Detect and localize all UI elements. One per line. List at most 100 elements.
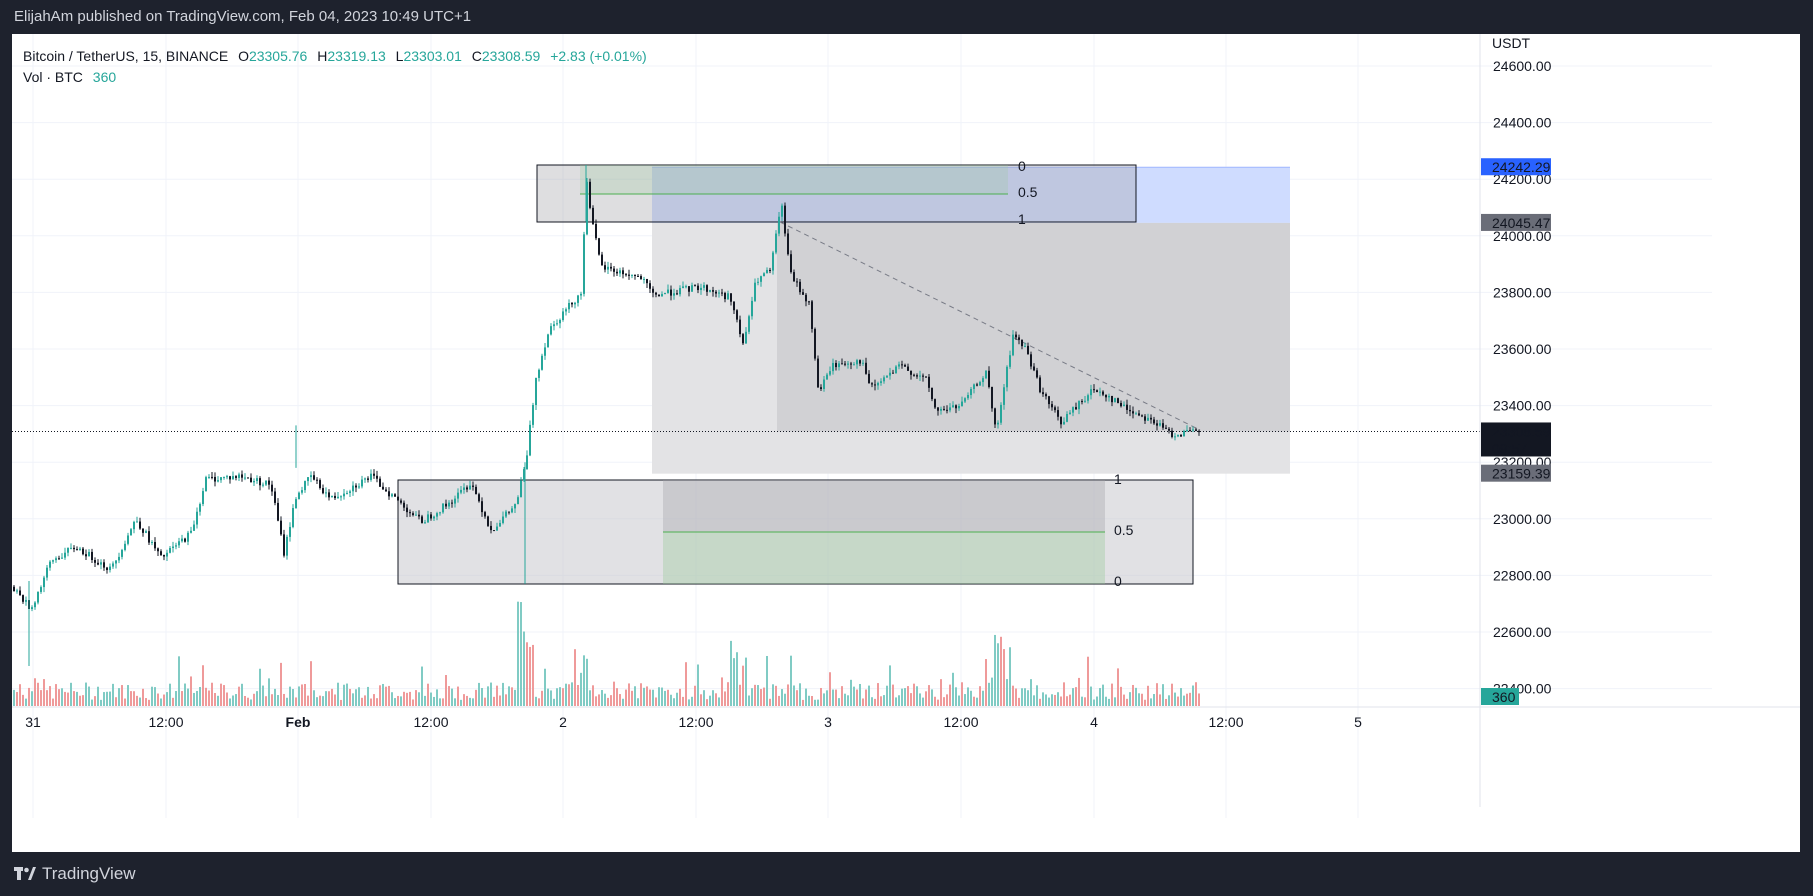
tradingview-logo[interactable]: TradingView — [14, 864, 136, 884]
candle-body — [1042, 392, 1044, 395]
candle-body — [760, 276, 762, 282]
volume-label[interactable]: Vol · BTC — [23, 69, 83, 85]
volume-bar — [388, 685, 390, 706]
volume-bar — [685, 662, 687, 706]
candle-body — [244, 477, 246, 479]
candle-body — [22, 595, 24, 602]
volume-bar — [496, 685, 498, 706]
volume-bar — [115, 697, 117, 706]
volume-bar — [283, 693, 285, 706]
volume-bar — [148, 699, 150, 706]
volume-bar — [658, 687, 660, 706]
candle-body — [748, 316, 750, 332]
volume-bar — [1126, 698, 1128, 706]
candle-body — [301, 490, 303, 493]
candle-body — [892, 372, 894, 374]
volume-bar — [538, 698, 540, 706]
candle-body — [817, 358, 819, 388]
volume-bar — [1039, 698, 1041, 706]
candle-body — [988, 370, 990, 388]
volume-bar — [202, 665, 204, 706]
candle-body — [283, 534, 285, 556]
candle-body — [766, 269, 768, 274]
candle-body — [643, 279, 645, 281]
volume-bar — [595, 696, 597, 706]
candle-body — [211, 476, 213, 478]
volume-bar — [865, 689, 867, 706]
candle-body — [439, 512, 441, 514]
x-tick-label: 3 — [824, 714, 832, 730]
candle-body — [520, 480, 522, 498]
volume-bar — [568, 684, 570, 706]
volume-bar — [1147, 685, 1149, 706]
volume-bar — [478, 682, 480, 706]
candle-body — [529, 424, 531, 456]
candle-body — [811, 301, 813, 329]
candle-body — [625, 274, 627, 276]
volume-bar — [160, 698, 162, 706]
candle-body — [1132, 411, 1134, 414]
candle-body — [238, 474, 240, 478]
volume-bar — [838, 698, 840, 706]
candle-body — [703, 285, 705, 288]
volume-bar — [712, 690, 714, 706]
volume-bar — [469, 697, 471, 706]
volume-bar — [742, 665, 744, 706]
volume-bar — [817, 699, 819, 706]
candle-body — [40, 587, 42, 592]
volume-bar — [112, 683, 114, 706]
candle-body — [358, 486, 360, 488]
candle-body — [658, 294, 660, 297]
drawings — [397, 164, 1290, 585]
volume-bar — [526, 642, 528, 706]
volume-bar — [325, 691, 327, 706]
volume-bar — [409, 691, 411, 706]
candle-body — [754, 282, 756, 301]
candle-body — [196, 511, 198, 525]
volume-bar — [1066, 696, 1068, 706]
candle-body — [874, 384, 876, 386]
y-tick-label: 22800.00 — [1493, 567, 1552, 583]
footer-bar: TradingView — [0, 852, 1813, 896]
volume-bar — [22, 694, 24, 706]
volume-bar — [1048, 697, 1050, 706]
candle-body — [970, 388, 972, 396]
volume-bar — [883, 695, 885, 706]
volume-bar — [445, 675, 447, 706]
price-badge — [1481, 158, 1551, 176]
volume-bar — [970, 690, 972, 706]
candle-body — [664, 292, 666, 295]
volume-bar — [277, 695, 279, 706]
y-tick-label: 23800.00 — [1493, 284, 1552, 300]
candle-body — [160, 551, 162, 555]
candle-body — [886, 375, 888, 378]
volume-bar — [19, 684, 21, 706]
candle-body — [586, 181, 588, 235]
symbol-title[interactable]: Bitcoin / TetherUS, 15, BINANCE — [23, 48, 229, 64]
candle-body — [1180, 434, 1182, 437]
candle-body — [268, 480, 270, 485]
candle-body — [340, 496, 342, 498]
volume-bar — [232, 695, 234, 706]
candle-body — [370, 473, 372, 480]
volume-bar — [688, 699, 690, 706]
candle-body — [307, 477, 309, 482]
volume-bar — [619, 694, 621, 706]
volume-bar — [169, 683, 171, 706]
candle-body — [922, 375, 924, 377]
volume-bar — [157, 693, 159, 706]
volume-bar — [820, 687, 822, 706]
candle-body — [619, 270, 621, 274]
tradingview-logo-icon — [14, 867, 36, 880]
candle-body — [109, 566, 111, 571]
volume-bar — [154, 687, 156, 706]
candle-body — [1189, 430, 1191, 432]
volume-bar — [1045, 694, 1047, 706]
volume-bar — [64, 691, 66, 706]
candle-body — [1054, 407, 1056, 411]
candle-body — [556, 323, 558, 325]
candle-body — [466, 487, 468, 490]
price-badge — [1481, 213, 1551, 231]
volume-bar — [697, 664, 699, 706]
